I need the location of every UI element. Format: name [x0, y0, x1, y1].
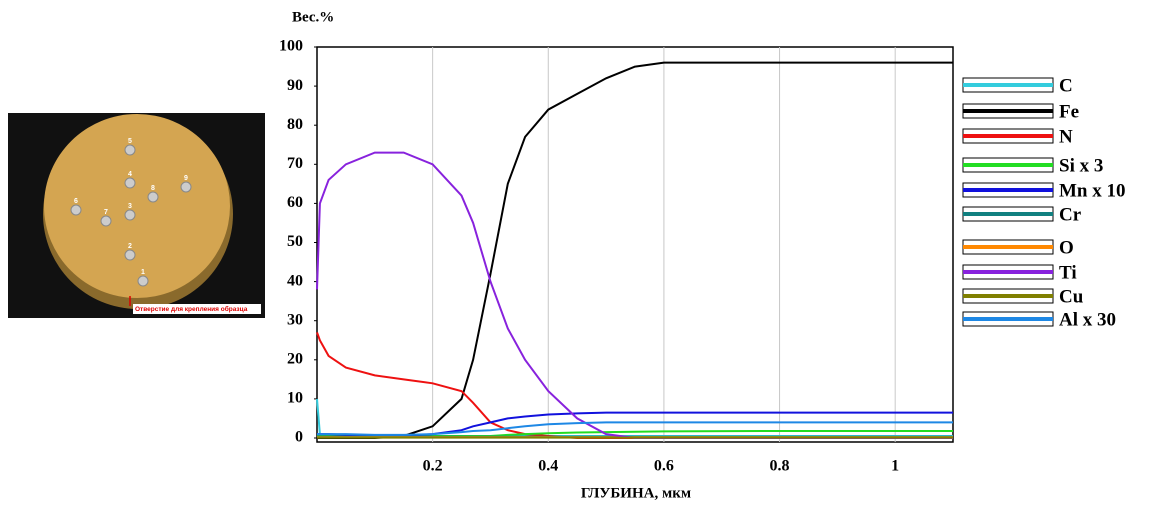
y-tick-label: 20 — [287, 350, 303, 367]
caption-box — [133, 304, 261, 314]
hole — [70, 204, 82, 216]
x-tick-label: 0.2 — [423, 458, 443, 475]
y-axis-label: Вес.% — [292, 9, 334, 25]
legend-label: Cr — [1059, 204, 1082, 225]
hole-label: 9 — [184, 175, 188, 182]
y-tick-label: 0 — [295, 429, 303, 446]
x-tick-label: 0.6 — [654, 458, 674, 475]
hole — [137, 275, 149, 287]
hole-label: 6 — [74, 198, 78, 205]
plot-area — [316, 46, 954, 443]
legend-label: Fe — [1059, 101, 1079, 122]
series-line — [317, 421, 953, 436]
hole — [147, 191, 159, 203]
legend-label: O — [1059, 237, 1074, 258]
x-axis-label: ГЛУБИНА, мкм — [581, 485, 691, 501]
y-tick-label: 60 — [287, 194, 303, 211]
hole-label: 5 — [128, 138, 132, 145]
hole — [180, 181, 192, 193]
hole-label: 2 — [128, 243, 132, 250]
legend-label: C — [1059, 75, 1073, 96]
legend-label: Si x 3 — [1059, 155, 1103, 176]
hole — [100, 215, 112, 227]
x-tick-label: 0.8 — [770, 458, 790, 475]
y-tick-label: 80 — [287, 116, 303, 133]
x-tick-label: 1 — [891, 458, 899, 475]
holes: 1 2 3 4 5 6 7 8 9 — [70, 138, 192, 287]
y-tick-label: 50 — [287, 233, 303, 250]
x-tick-label: 0.4 — [538, 458, 558, 475]
hole-label: 4 — [128, 171, 132, 178]
hole — [124, 144, 136, 156]
sample — [44, 114, 230, 298]
hole — [124, 177, 136, 189]
legend-label: Al x 30 — [1059, 309, 1116, 330]
hole — [124, 249, 136, 261]
y-tick-label: 10 — [287, 390, 303, 407]
hole-label: 3 — [128, 203, 132, 210]
hole-label: 8 — [151, 185, 155, 192]
legend-label: Mn x 10 — [1059, 180, 1126, 201]
y-tick-label: 40 — [287, 272, 303, 289]
hole-label: 7 — [104, 209, 108, 216]
hole — [124, 209, 136, 221]
hole-label: 1 — [141, 269, 145, 276]
y-tick-label: 100 — [279, 38, 303, 55]
y-tick-label: 70 — [287, 155, 303, 172]
legend-label: Cu — [1059, 286, 1084, 307]
y-tick-label: 30 — [287, 311, 303, 328]
legend-label: N — [1059, 126, 1073, 147]
legend-label: Ti — [1059, 262, 1077, 283]
caption: Отверстие для крепления образца — [135, 305, 248, 313]
y-tick-label: 90 — [287, 77, 303, 94]
